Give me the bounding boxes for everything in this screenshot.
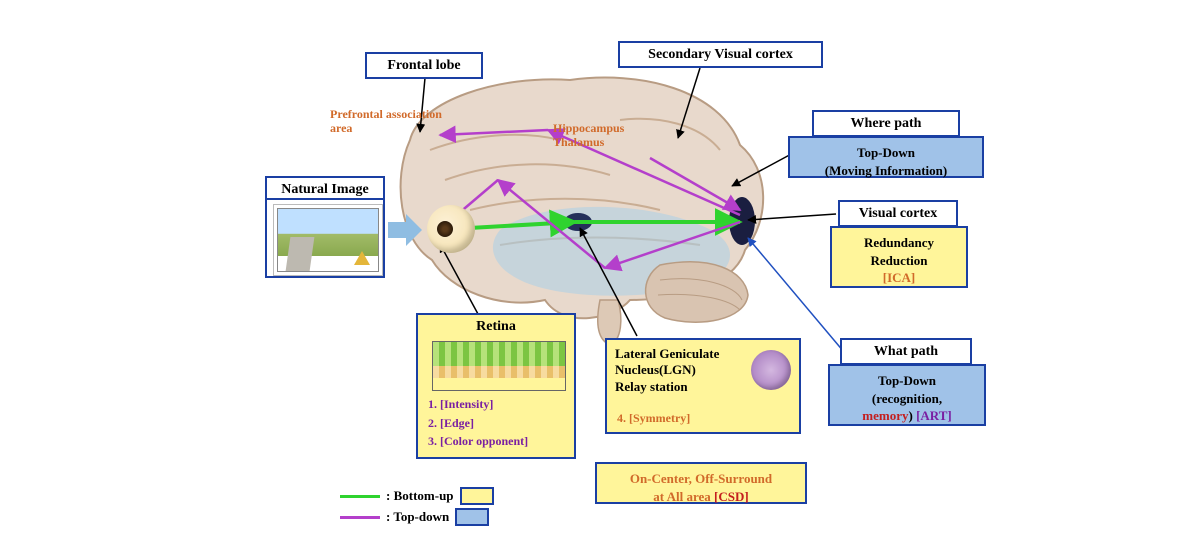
frontal-lobe-title: Frontal lobe <box>365 52 483 79</box>
legend-bu-label: : Bottom-up <box>386 488 454 504</box>
csd-tag: [CSD] <box>714 489 749 504</box>
vc-line1: Redundancy <box>840 234 958 252</box>
prefrontal-l2: area <box>330 122 442 136</box>
where-line1: Top-Down <box>798 144 974 162</box>
csd-line2: at All area [CSD] <box>605 488 797 506</box>
lgn-symmetry: 4. [Symmetry] <box>617 411 690 426</box>
natural-image-thumb <box>277 208 379 272</box>
where-path-label: Where path <box>851 116 922 131</box>
what-path-label: What path <box>874 344 938 359</box>
where-path-panel: Top-Down (Moving Information) <box>788 136 984 178</box>
csd-panel: On-Center, Off-Surround at All area [CSD… <box>595 462 807 504</box>
visual-cortex-panel: Redundancy Reduction [ICA] <box>830 226 968 288</box>
brain-svg <box>0 0 1190 538</box>
legend-bu-swatch <box>460 487 494 505</box>
legend-bottom-up: : Bottom-up <box>340 487 494 505</box>
visual-cortex-label: Visual cortex <box>859 206 937 221</box>
diagram-stage: Natural Image Frontal lobe Secondary Vis… <box>0 0 1190 538</box>
what-line1: Top-Down <box>838 372 976 390</box>
retina-item-1: 1. [Intensity] <box>428 395 564 414</box>
legend-td-label: : Top-down <box>386 509 449 525</box>
hippo-l2: Thalamus <box>553 136 624 150</box>
vc-line2: Reduction <box>840 252 958 270</box>
callout-pointers <box>420 68 844 352</box>
secondary-vc-label: Secondary Visual cortex <box>648 47 793 62</box>
top-down-paths <box>440 130 740 268</box>
bottom-up-paths <box>452 222 740 229</box>
what-path-title: What path <box>840 338 972 365</box>
csd-line1: On-Center, Off-Surround <box>605 470 797 488</box>
what-line3: memory) [ART] <box>838 407 976 425</box>
legend-bu-line <box>340 495 380 498</box>
hippocampus-note: Hippocampus Thalamus <box>553 122 624 150</box>
lgn-node <box>564 213 592 231</box>
hippo-l1: Hippocampus <box>553 122 624 136</box>
retina-item-2: 2. [Edge] <box>428 414 564 433</box>
retina-title: Retina <box>418 315 574 337</box>
retina-item-3: 3. [Color opponent] <box>428 432 564 451</box>
legend-top-down: : Top-down <box>340 508 489 526</box>
lgn-panel: Lateral Geniculate Nucleus(LGN) Relay st… <box>605 338 801 434</box>
eye-icon <box>427 205 475 253</box>
legend-td-swatch <box>455 508 489 526</box>
retina-thumb <box>432 341 566 391</box>
what-art-tag: [ART] <box>913 408 952 423</box>
retina-items: 1. [Intensity] 2. [Edge] 3. [Color oppon… <box>428 395 564 451</box>
prefrontal-l1: Prefrontal association <box>330 108 442 122</box>
what-memory: memory <box>862 408 908 423</box>
secondary-vc-title: Secondary Visual cortex <box>618 41 823 68</box>
where-line2: (Moving Information) <box>798 162 974 180</box>
natural-image-label: Natural Image <box>281 182 369 197</box>
visual-cortex-title: Visual cortex <box>838 200 958 227</box>
prefrontal-note: Prefrontal association area <box>330 108 442 136</box>
input-arrow <box>388 214 422 246</box>
legend-td-line <box>340 516 380 519</box>
lgn-thumb <box>751 350 791 390</box>
csd-prefix: at All area <box>653 489 714 504</box>
what-path-panel: Top-Down (recognition, memory) [ART] <box>828 364 986 426</box>
retina-panel: Retina 1. [Intensity] 2. [Edge] 3. [Colo… <box>416 313 576 459</box>
what-line2: (recognition, <box>838 390 976 408</box>
vc-ica-tag: [ICA] <box>840 269 958 287</box>
v1-node <box>729 197 755 245</box>
where-path-title: Where path <box>812 110 960 137</box>
frontal-lobe-label: Frontal lobe <box>387 58 460 73</box>
natural-image-frame <box>265 198 385 278</box>
